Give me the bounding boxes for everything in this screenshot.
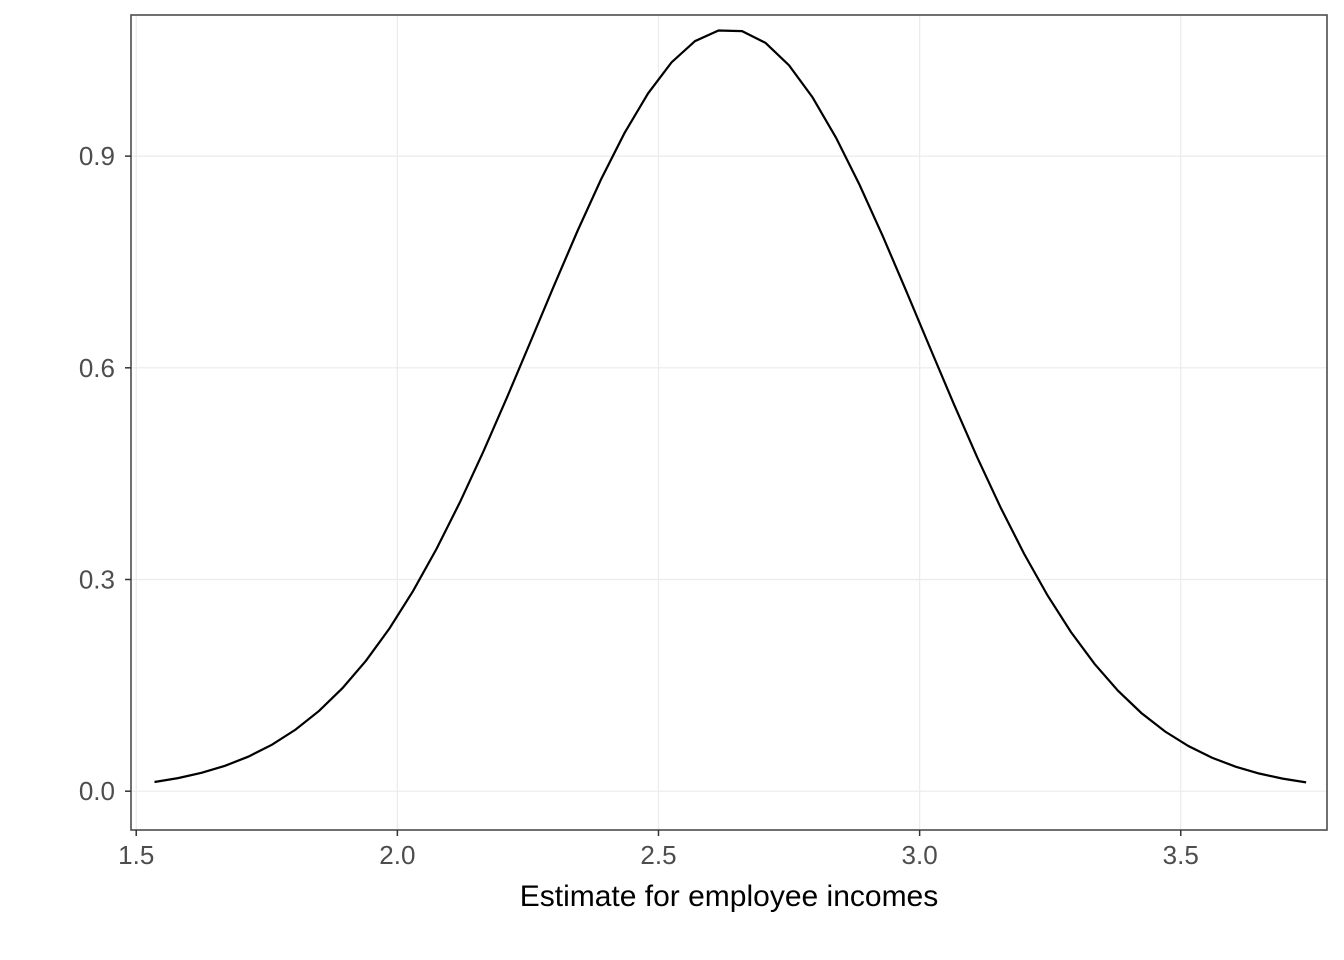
density-plot: 1.5 2.0 2.5 3.0 3.5 0.0 0.3 0.6 0.9 Estimate for … bbox=[0, 0, 1344, 960]
chart-svg: 1.5 2.0 2.5 3.0 3.5 0.0 0.3 0.6 0.9 Estimate for … bbox=[0, 0, 1344, 960]
x-axis-title: Estimate for employee incomes bbox=[520, 880, 939, 913]
x-tick-label: 3.5 bbox=[1163, 840, 1199, 870]
x-tick-label: 1.5 bbox=[118, 840, 154, 870]
x-tick-label: 3.0 bbox=[902, 840, 938, 870]
y-tick-label: 0.0 bbox=[79, 776, 115, 806]
y-tick-label: 0.9 bbox=[79, 141, 115, 171]
y-tick-label: 0.6 bbox=[79, 353, 115, 383]
x-tick-label: 2.5 bbox=[640, 840, 676, 870]
x-tick-label: 2.0 bbox=[379, 840, 415, 870]
y-tick-label: 0.3 bbox=[79, 565, 115, 595]
